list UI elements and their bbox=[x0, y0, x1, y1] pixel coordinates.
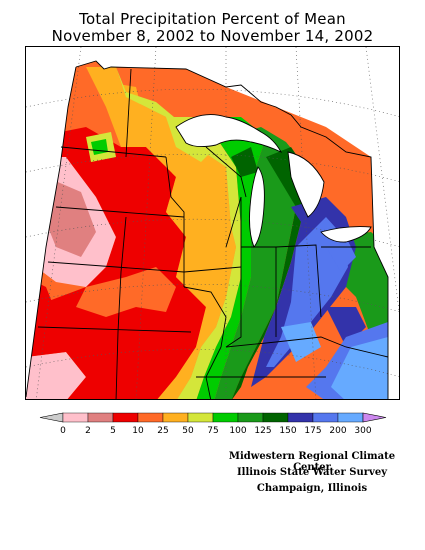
credit-line3: Champaign, Illinois bbox=[256, 483, 368, 494]
boundaries bbox=[26, 60, 389, 399]
precip-field bbox=[26, 61, 388, 399]
legend-tick-label: 200 bbox=[329, 426, 347, 436]
color-legend: 0 2 5 10 25 50 75 100 125 150 175 200 300 bbox=[38, 411, 388, 441]
map-title-line2: November 8, 2002 to November 14, 2002 bbox=[51, 27, 374, 45]
field-orange-mid bbox=[76, 267, 176, 317]
legend-bar bbox=[39, 412, 387, 423]
field-west-salmon bbox=[44, 177, 96, 257]
legend-swatch bbox=[162, 412, 189, 423]
legend-tick-label: 0 bbox=[60, 426, 66, 436]
outer-boundary bbox=[75, 60, 389, 399]
legend-tick-label: 75 bbox=[207, 426, 219, 436]
field-red-north bbox=[136, 157, 176, 207]
state-line bbox=[47, 261, 185, 273]
precipitation-map bbox=[25, 46, 400, 400]
graticule bbox=[26, 47, 399, 399]
legend-swatch bbox=[62, 412, 89, 423]
state-line bbox=[275, 244, 322, 318]
credit-line1: Midwestern Regional Climate Center bbox=[228, 451, 396, 473]
state-line bbox=[225, 336, 389, 358]
legend-swatch bbox=[262, 412, 289, 423]
legend-swatch bbox=[87, 412, 114, 423]
state-line bbox=[225, 197, 242, 348]
legend-high-arrow bbox=[362, 412, 387, 423]
field-dark-green-north bbox=[231, 147, 258, 177]
legend-tick-label: 50 bbox=[182, 426, 194, 436]
legend-tick-label: 175 bbox=[304, 426, 322, 436]
legend-tick-label: 2 bbox=[85, 426, 91, 436]
state-line bbox=[125, 68, 132, 158]
legend-swatch bbox=[137, 412, 164, 423]
legend-tick-label: 5 bbox=[110, 426, 116, 436]
legend-swatch bbox=[337, 412, 364, 423]
legend-low-arrow bbox=[39, 412, 64, 423]
field-light-blue-se bbox=[331, 337, 388, 399]
legend-swatch bbox=[187, 412, 214, 423]
map-title-line1: Total Precipitation Percent of Mean bbox=[79, 10, 346, 28]
legend-tick-label: 150 bbox=[279, 426, 297, 436]
legend-swatch bbox=[237, 412, 264, 423]
state-line bbox=[225, 196, 242, 248]
state-line bbox=[183, 266, 242, 273]
legend-tick-label: 100 bbox=[229, 426, 247, 436]
state-line bbox=[165, 156, 185, 287]
legend-tick-label: 10 bbox=[132, 426, 144, 436]
field-mid-green bbox=[214, 127, 306, 399]
state-line bbox=[183, 286, 227, 399]
legend-swatch bbox=[212, 412, 239, 423]
state-line bbox=[60, 146, 167, 158]
legend-swatch bbox=[112, 412, 139, 423]
field-sw-pink bbox=[26, 352, 86, 399]
legend-swatch bbox=[287, 412, 314, 423]
field-yo-north bbox=[106, 82, 141, 107]
map-canvas bbox=[26, 47, 399, 399]
legend-swatch bbox=[312, 412, 339, 423]
state-line bbox=[37, 326, 192, 333]
legend-tick-label: 25 bbox=[157, 426, 169, 436]
field-light-blue-spot bbox=[281, 322, 321, 362]
state-line bbox=[115, 216, 127, 399]
lake-erie bbox=[320, 226, 372, 243]
credit-line2: Illinois State Water Survey bbox=[236, 467, 388, 478]
state-line bbox=[55, 206, 185, 218]
state-line bbox=[205, 146, 247, 198]
legend-tick-label: 300 bbox=[354, 426, 372, 436]
legend-tick-label: 125 bbox=[254, 426, 272, 436]
field-blue-lake bbox=[326, 237, 356, 272]
lake-huron bbox=[287, 151, 325, 218]
field-green bbox=[196, 117, 266, 399]
lake-superior bbox=[175, 114, 283, 153]
outer-boundary-west bbox=[26, 66, 77, 398]
